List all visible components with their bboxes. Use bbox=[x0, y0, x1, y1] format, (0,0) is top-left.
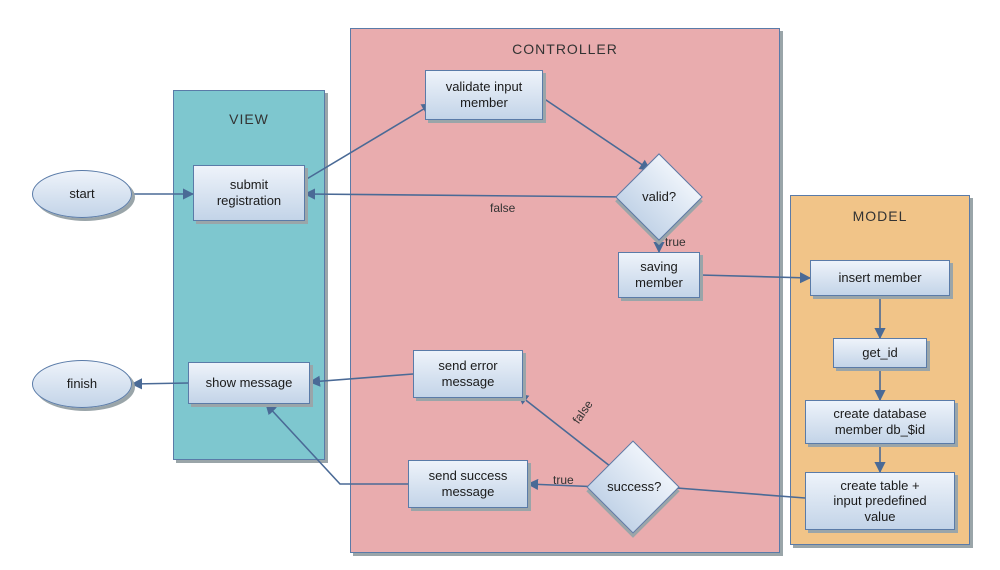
node-insert: insert member bbox=[810, 260, 950, 296]
edge-label-valid-saving: true bbox=[665, 235, 686, 249]
node-senderr: send errormessage bbox=[413, 350, 523, 398]
node-valid-label: valid? bbox=[635, 189, 683, 205]
node-getid: get_id bbox=[833, 338, 927, 368]
node-finish: finish bbox=[32, 360, 132, 408]
controller-title: CONTROLLER bbox=[351, 41, 779, 57]
edge-label-valid-submit: false bbox=[490, 201, 515, 215]
model-title: MODEL bbox=[791, 208, 969, 224]
node-success-label: success? bbox=[607, 479, 659, 495]
node-createtable: create table +input predefinedvalue bbox=[805, 472, 955, 530]
view-title: VIEW bbox=[174, 111, 324, 127]
node-sendsucc: send successmessage bbox=[408, 460, 528, 508]
node-createdb: create databasemember db_$id bbox=[805, 400, 955, 444]
flowchart-canvas: VIEW CONTROLLER MODEL start finish submitregi… bbox=[0, 0, 1000, 570]
edge-label-success-sendsucc: true bbox=[553, 473, 574, 487]
node-show: show message bbox=[188, 362, 310, 404]
node-saving: savingmember bbox=[618, 252, 700, 298]
node-submit: submitregistration bbox=[193, 165, 305, 221]
view-container: VIEW bbox=[173, 90, 325, 460]
node-validate: validate inputmember bbox=[425, 70, 543, 120]
node-start: start bbox=[32, 170, 132, 218]
